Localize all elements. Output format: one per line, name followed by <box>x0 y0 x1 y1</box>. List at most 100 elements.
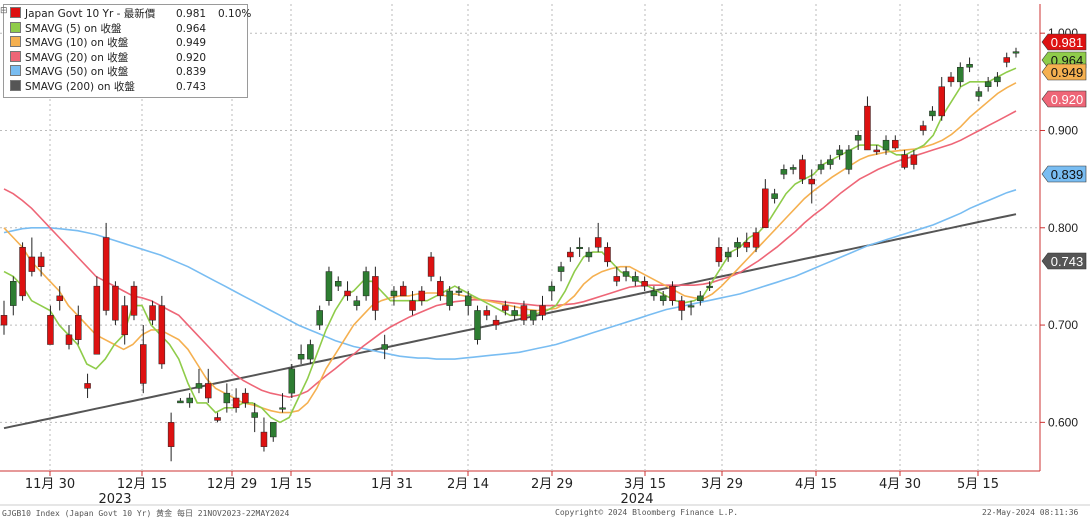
candle-body <box>947 76 955 83</box>
candle-body <box>706 285 713 288</box>
candle-body <box>882 139 890 151</box>
candle-body <box>511 310 518 316</box>
candle-body <box>279 407 286 410</box>
footer-source: GJGB10 Index (Japan Govt 10 Yr) 黄金 每日 21… <box>2 509 290 518</box>
legend-row[interactable]: SMAVG (50) on 收盤 0.839 <box>10 65 206 79</box>
legend-label: SMAVG (200) on 收盤 <box>25 81 135 93</box>
legend-value: 0.981 <box>176 8 207 20</box>
candle-body <box>984 81 992 87</box>
legend-row[interactable]: SMAVG (20) on 收盤 0.920 <box>10 50 206 65</box>
value-tag-label: 0.949 <box>1051 65 1084 80</box>
candle-body <box>557 266 565 272</box>
legend-swatch <box>10 65 21 77</box>
candle-body <box>724 251 732 258</box>
x-tick-label: 2月 29 <box>531 477 573 492</box>
x-tick-label: 5月 15 <box>957 477 999 492</box>
value-tag-label: 0.839 <box>1051 167 1084 182</box>
candle-body <box>19 246 26 297</box>
candle-body <box>10 281 17 306</box>
candle-body <box>446 290 453 306</box>
year-label: 2023 <box>98 492 131 507</box>
value-tag-label: 0.981 <box>1051 35 1084 50</box>
x-tick-label: 3月 29 <box>701 477 743 492</box>
x-tick-label: 12月 29 <box>207 477 257 492</box>
legend-swatch <box>10 36 21 48</box>
candle-body <box>966 64 973 68</box>
legend-label: SMAVG (50) on 收盤 <box>25 66 129 79</box>
candle-body <box>47 315 54 345</box>
candle-body <box>1012 51 1020 54</box>
x-tick-label: 12月 15 <box>117 477 167 492</box>
candle-body <box>771 193 778 199</box>
value-tag <box>1041 90 1087 108</box>
x-tick-label: 1月 31 <box>371 477 413 492</box>
candle-body <box>28 256 36 272</box>
candle-body <box>622 271 630 277</box>
candle-body <box>186 397 193 404</box>
candle-body <box>93 285 101 355</box>
candle-body <box>808 178 815 185</box>
candle-body <box>399 285 407 297</box>
footer-copyright: Copyright© 2024 Bloomberg Finance L.P. <box>555 508 739 517</box>
candle-body <box>251 412 258 418</box>
candle-body <box>836 149 843 156</box>
candle-body <box>464 295 472 306</box>
candle-body <box>659 295 667 301</box>
legend-swatch <box>10 50 21 62</box>
candle-body <box>455 290 463 293</box>
legend-swatch <box>10 21 21 33</box>
candle-body <box>864 105 871 151</box>
candle-body <box>177 400 184 404</box>
candle-body <box>372 276 379 311</box>
footer-timestamp: 22-May-2024 08:11:36 <box>982 508 1079 517</box>
candle-body <box>353 300 361 306</box>
candle-body <box>567 251 574 258</box>
candle-body <box>734 242 741 248</box>
legend-collapse-icon[interactable]: ⊟ <box>0 6 8 16</box>
candle-body <box>167 422 175 447</box>
legend-row[interactable]: Japan Govt 10 Yr - 最新價 0.981 0.10% <box>10 7 251 21</box>
candle-body <box>1003 57 1010 63</box>
y-tick-label: 0.600 <box>1048 415 1078 429</box>
candle-body <box>0 315 8 326</box>
value-tag <box>1041 33 1087 51</box>
candle-body <box>938 86 945 117</box>
legend-label: SMAVG (10) on 收盤 <box>25 37 129 50</box>
candle-body <box>492 319 500 326</box>
legend-row[interactable]: SMAVG (200) on 收盤 0.743 <box>10 80 206 94</box>
candle-body <box>585 251 593 258</box>
candle-body <box>102 237 110 311</box>
candle-body <box>260 431 268 447</box>
candle-body <box>483 310 491 316</box>
candle-body <box>762 188 769 229</box>
y-tick-label: 0.800 <box>1048 221 1078 235</box>
candle-body <box>539 305 546 316</box>
y-tick-label: 0.700 <box>1048 318 1078 332</box>
candle-body <box>632 276 639 282</box>
legend-row[interactable]: SMAVG (5) on 收盤 0.964 <box>10 21 206 36</box>
legend-value: 0.743 <box>176 81 207 93</box>
candle-body <box>715 246 723 263</box>
legend-value: 0.920 <box>176 51 207 64</box>
candle-body <box>827 159 834 165</box>
candle-body <box>929 110 936 117</box>
legend-change: 0.10% <box>218 8 252 20</box>
candle-body <box>334 281 342 287</box>
candle-body <box>594 237 602 248</box>
candle-body <box>297 354 305 360</box>
candle-body <box>687 305 695 308</box>
legend-row[interactable]: SMAVG (10) on 收盤 0.949 <box>10 36 206 50</box>
series-line <box>3 110 1017 398</box>
candle-body <box>223 392 231 404</box>
candle-body <box>56 295 63 301</box>
candle-body <box>474 310 481 340</box>
candle-body <box>242 392 249 404</box>
candle-body <box>232 397 240 409</box>
candle-body <box>140 344 147 384</box>
candle-body <box>269 422 277 438</box>
candle-body <box>576 246 583 249</box>
value-tag <box>1041 165 1087 183</box>
candle-body <box>994 76 1001 83</box>
candle-body <box>678 300 686 311</box>
